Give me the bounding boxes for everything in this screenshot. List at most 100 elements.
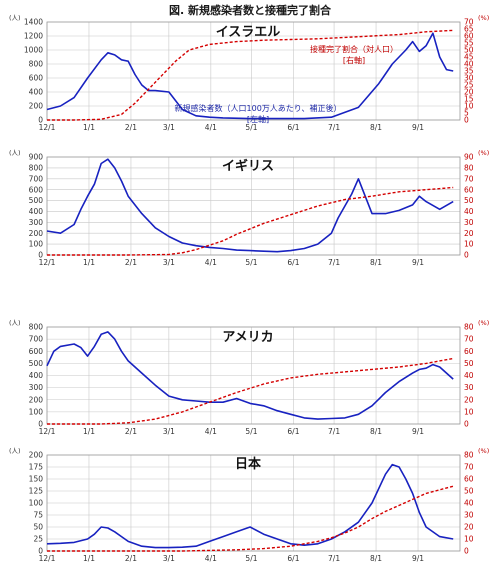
panel-2-right-tick-4: 40 bbox=[464, 207, 474, 216]
panel-2-title: イギリス bbox=[222, 158, 274, 174]
panel-4-x-tick-5: 5/1 bbox=[245, 554, 257, 563]
panel-1-x-tick-3: 3/1 bbox=[163, 123, 175, 132]
panel-4-left-tick-8: 200 bbox=[29, 451, 44, 460]
panel-1-right-tick-11: 55 bbox=[464, 39, 474, 48]
panel-2-right-tick-0: 0 bbox=[464, 251, 469, 260]
panel-2-x-tick-4: 4/1 bbox=[205, 258, 217, 267]
panel-4-right-tick-2: 20 bbox=[464, 523, 474, 532]
panel-2-x-tick-0: 12/1 bbox=[39, 258, 56, 267]
panel-1-right-tick-2: 10 bbox=[464, 102, 474, 111]
panel-1-x-tick-2: 2/1 bbox=[125, 123, 137, 132]
panel-2-x-tick-9: 9/1 bbox=[412, 258, 424, 267]
panel-1-annotation-vax-0: 接種完了割合（対人口） bbox=[310, 44, 398, 54]
panel-3-frame bbox=[46, 326, 461, 425]
panel-3-right-tick-2: 20 bbox=[464, 395, 474, 404]
panel-1-right-tick-1: 5 bbox=[464, 109, 469, 118]
panel-4-left-tick-0: 0 bbox=[38, 547, 43, 556]
panel-2-left-tick-4: 400 bbox=[29, 207, 44, 216]
panel-3-right-tick-6: 60 bbox=[464, 347, 474, 356]
panel-2-right-tick-1: 10 bbox=[464, 240, 474, 249]
panel-2-x-tick-3: 3/1 bbox=[163, 258, 175, 267]
panel-2-right-tick-7: 70 bbox=[464, 174, 474, 183]
panel-3-series-vaccination bbox=[47, 357, 454, 425]
panel-2-series-cases bbox=[46, 158, 454, 253]
panel-4-x-tick-8: 8/1 bbox=[370, 554, 382, 563]
panel-3-series-cases bbox=[46, 331, 454, 420]
panel-2-x-tick-1: 1/1 bbox=[83, 258, 95, 267]
panel-4-left-tick-2: 50 bbox=[33, 523, 43, 532]
panel-1-right-tick-4: 20 bbox=[464, 88, 474, 97]
panel-1-x-tick-4: 4/1 bbox=[205, 123, 217, 132]
panel-2-left-tick-2: 200 bbox=[29, 229, 44, 238]
panel-2-x-tick-7: 7/1 bbox=[328, 258, 340, 267]
panel-3-right-tick-7: 70 bbox=[464, 335, 474, 344]
panel-2-x-tick-5: 5/1 bbox=[245, 258, 257, 267]
panel-3-left-tick-4: 400 bbox=[29, 371, 44, 380]
panel-1-left-tick-2: 400 bbox=[29, 88, 44, 97]
panel-3-left-tick-8: 800 bbox=[29, 323, 44, 332]
panel-4-left-tick-4: 100 bbox=[29, 499, 44, 508]
panel-4-series-cases bbox=[46, 463, 454, 549]
panel-2-left-tick-3: 300 bbox=[29, 218, 44, 227]
panel-4-x-tick-1: 1/1 bbox=[83, 554, 95, 563]
panel-4-right-tick-8: 80 bbox=[464, 451, 474, 460]
panel-4-right-tick-1: 10 bbox=[464, 535, 474, 544]
panel-2-left-tick-5: 500 bbox=[29, 196, 44, 205]
panel-1-right-tick-13: 65 bbox=[464, 25, 474, 34]
panel-3-right-unit: (%) bbox=[478, 319, 489, 327]
panel-2-x-tick-6: 6/1 bbox=[287, 258, 299, 267]
panel-4-right-tick-6: 60 bbox=[464, 475, 474, 484]
panel-1-annotation-vax-1: [右軸] bbox=[343, 55, 365, 65]
panel-4-left-unit: (人) bbox=[9, 447, 21, 455]
panel-2-x-tick-2: 2/1 bbox=[125, 258, 137, 267]
panel-3-x-tick-5: 5/1 bbox=[245, 427, 257, 436]
panel-4-right-tick-7: 70 bbox=[464, 463, 474, 472]
panel-3-x-tick-4: 4/1 bbox=[205, 427, 217, 436]
panel-2-right-unit: (%) bbox=[478, 149, 489, 157]
panel-4-title: 日本 bbox=[235, 456, 261, 472]
panel-4-left-tick-3: 75 bbox=[33, 511, 43, 520]
panel-1-left-tick-7: 1400 bbox=[24, 18, 43, 27]
panel-4-left-tick-5: 125 bbox=[29, 487, 44, 496]
panel-1-left-unit: (人) bbox=[9, 14, 21, 22]
panel-1-x-tick-0: 12/1 bbox=[39, 123, 56, 132]
panel-2-right-tick-5: 50 bbox=[464, 196, 474, 205]
panel-3-right-tick-4: 40 bbox=[464, 371, 474, 380]
panel-3-left-tick-7: 700 bbox=[29, 335, 44, 344]
panel-1-right-unit: (%) bbox=[478, 14, 489, 22]
panel-4-right-tick-0: 0 bbox=[464, 547, 469, 556]
panel-3-x-tick-2: 2/1 bbox=[125, 427, 137, 436]
panel-2-right-tick-6: 60 bbox=[464, 185, 474, 194]
panel-4-right-unit: (%) bbox=[478, 447, 489, 455]
panel-1-x-tick-9: 9/1 bbox=[412, 123, 424, 132]
panel-4-left-tick-6: 150 bbox=[29, 475, 44, 484]
panel-1-x-tick-5: 5/1 bbox=[245, 123, 257, 132]
panel-2-left-tick-0: 0 bbox=[38, 251, 43, 260]
panel-3-left-unit: (人) bbox=[9, 319, 21, 327]
panel-2-left-tick-1: 100 bbox=[29, 240, 44, 249]
panel-1-series-vaccination bbox=[47, 29, 454, 121]
panel-1-left-tick-5: 1000 bbox=[24, 46, 43, 55]
panel-3-left-tick-1: 100 bbox=[29, 407, 44, 416]
panel-3-right-tick-3: 30 bbox=[464, 383, 474, 392]
panel-1-right-tick-6: 30 bbox=[464, 74, 474, 83]
panel-4-x-tick-6: 6/1 bbox=[287, 554, 299, 563]
panel-2-right-tick-8: 80 bbox=[464, 163, 474, 172]
panel-2-right-tick-9: 90 bbox=[464, 153, 474, 162]
panel-4-x-tick-4: 4/1 bbox=[205, 554, 217, 563]
panel-2-left-unit: (人) bbox=[9, 149, 21, 157]
panel-1-right-tick-7: 35 bbox=[464, 67, 474, 76]
panel-3-x-tick-7: 7/1 bbox=[328, 427, 340, 436]
panel-3-x-tick-8: 8/1 bbox=[370, 427, 382, 436]
panel-4-left-tick-7: 175 bbox=[29, 463, 44, 472]
panel-1-annotation-cases-1: [左軸] bbox=[247, 114, 269, 124]
panel-1-x-tick-8: 8/1 bbox=[370, 123, 382, 132]
figure-title: 図. 新規感染者数と接種完了割合 bbox=[168, 4, 331, 17]
panel-3-left-tick-6: 600 bbox=[29, 347, 44, 356]
panel-4-right-tick-5: 50 bbox=[464, 487, 474, 496]
panel-2-right-tick-2: 20 bbox=[464, 229, 474, 238]
panel-1-left-tick-1: 200 bbox=[29, 102, 44, 111]
panel-3-right-tick-8: 80 bbox=[464, 323, 474, 332]
panel-2-frame bbox=[46, 156, 461, 256]
